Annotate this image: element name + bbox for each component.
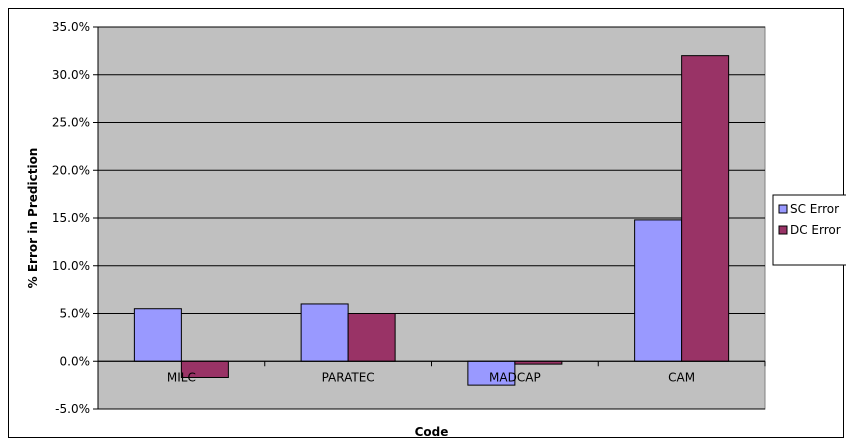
bar-sc-error-cam — [634, 219, 683, 362]
x-category-label: MILC — [167, 370, 196, 384]
bar-dc-error-cam — [681, 55, 730, 362]
bar-sc-error-milc — [133, 308, 182, 362]
legend-swatch — [778, 225, 788, 235]
legend-label: SC Error — [790, 202, 839, 216]
y-tick-label: 30.0% — [52, 68, 90, 82]
x-axis-title: Code — [415, 425, 449, 439]
y-tick-label: 35.0% — [52, 20, 90, 34]
bar-dc-error-paratec — [347, 313, 396, 362]
x-category-label: PARATEC — [322, 370, 375, 384]
x-category-label: CAM — [668, 370, 695, 384]
legend-label: DC Error — [790, 223, 841, 237]
y-tick-label: 25.0% — [52, 116, 90, 130]
y-tick-label: 10.0% — [52, 259, 90, 273]
y-tick-label: 0.0% — [60, 354, 91, 368]
y-axis-ticks: -5.0% 0.0% 5.0% 10.0% 15.0% 20.0% 25.0% 30.0% 35… — [52, 20, 98, 416]
y-tick-label: 15.0% — [52, 211, 90, 225]
legend-swatch — [778, 204, 788, 214]
y-tick-label: 5.0% — [60, 307, 91, 321]
legend: SC Error DC Error — [772, 194, 846, 266]
y-axis-title: % Error in Prediction — [26, 148, 40, 289]
bars — [133, 55, 730, 386]
x-axis-category-labels: MILC PARATEC MADCAP CAM — [167, 370, 695, 384]
x-category-label: MADCAP — [489, 370, 541, 384]
bar-sc-error-paratec — [300, 303, 349, 362]
x-axis-ticks — [97, 361, 766, 367]
y-tick-label: -5.0% — [55, 402, 90, 416]
y-tick-label: 20.0% — [52, 163, 90, 177]
